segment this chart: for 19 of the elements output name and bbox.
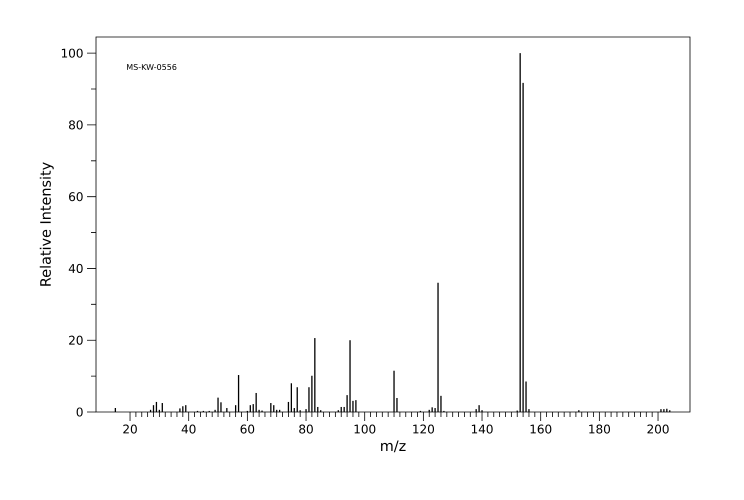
y-tick-label: 40 <box>68 264 83 273</box>
x-tick-label: 40 <box>182 424 196 434</box>
y-tick-label: 100 <box>62 48 83 58</box>
x-tick-label: 180 <box>589 424 610 434</box>
x-tick-label: 80 <box>299 424 313 434</box>
y-tick-label: 20 <box>69 336 83 345</box>
annotation: MS-KW-0556 <box>127 64 176 70</box>
x-tick-label: 120 <box>413 424 434 434</box>
x-tick-label: 160 <box>530 424 552 434</box>
y-tick-label: 60 <box>69 192 83 202</box>
x-tick-label: 60 <box>240 424 254 434</box>
y-tick-label: 80 <box>69 120 83 130</box>
x-axis-title: m/z <box>381 440 406 452</box>
y-tick-label: 0 <box>76 407 83 417</box>
x-tick-label: 100 <box>354 424 376 434</box>
x-tick-label: 140 <box>472 424 493 434</box>
y-axis-title: Relative Intensity <box>40 162 54 286</box>
x-tick-label: 200 <box>647 424 669 434</box>
x-tick-label: 20 <box>123 424 137 434</box>
